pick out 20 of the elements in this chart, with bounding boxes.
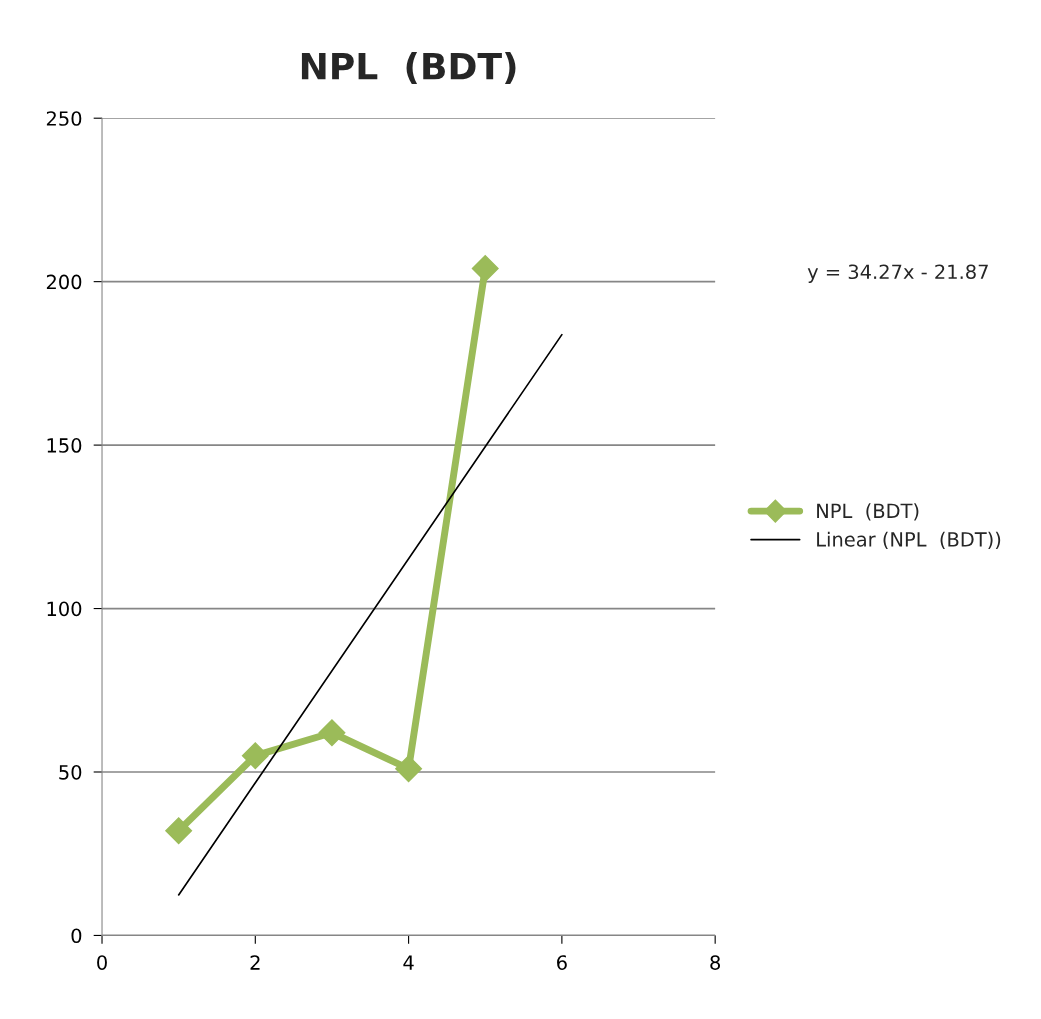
y-tick-label: 150	[47, 438, 82, 453]
y-tick-label: 250	[46, 111, 82, 126]
text: y = 34.27x - 21.87	[807, 264, 988, 283]
legend-label: Linear (NPL (BDT))	[817, 531, 1001, 550]
point	[395, 755, 423, 783]
legend-label: NPL (BDT)	[817, 503, 919, 521]
point	[241, 742, 269, 770]
x-tick-label: 8	[710, 955, 721, 970]
y-tick-label: 50	[59, 764, 82, 780]
x-tick-label: 6	[557, 955, 567, 970]
y-tick-label: 0	[71, 928, 82, 944]
point	[318, 719, 346, 747]
x-tick-label: 4	[403, 955, 414, 970]
x-tick-label: 2	[250, 955, 260, 970]
point	[165, 817, 193, 845]
y-tick-label: 100	[47, 601, 82, 617]
point	[471, 255, 499, 283]
chart-title: NPL (BDT)	[301, 51, 516, 85]
y-tick-label: 200	[46, 274, 82, 290]
x-tick-label: 0	[97, 955, 107, 970]
